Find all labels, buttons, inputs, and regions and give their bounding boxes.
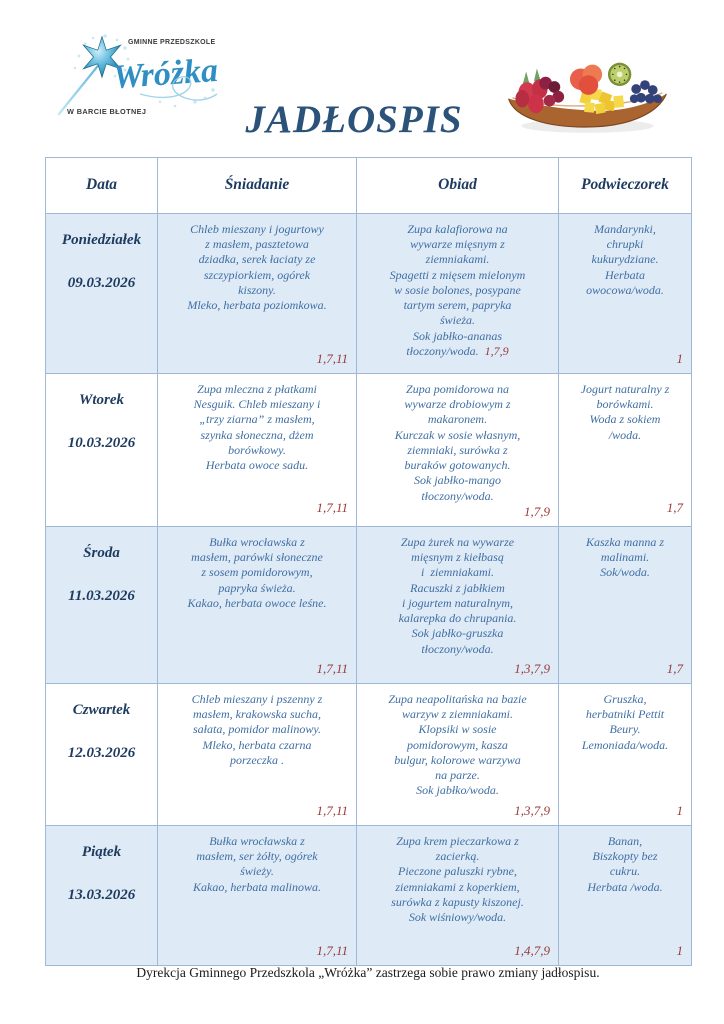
svg-text:GMINNE PRZEDSZKOLE: GMINNE PRZEDSZKOLE	[128, 39, 215, 46]
svg-text:Wróżka: Wróżka	[112, 52, 219, 96]
